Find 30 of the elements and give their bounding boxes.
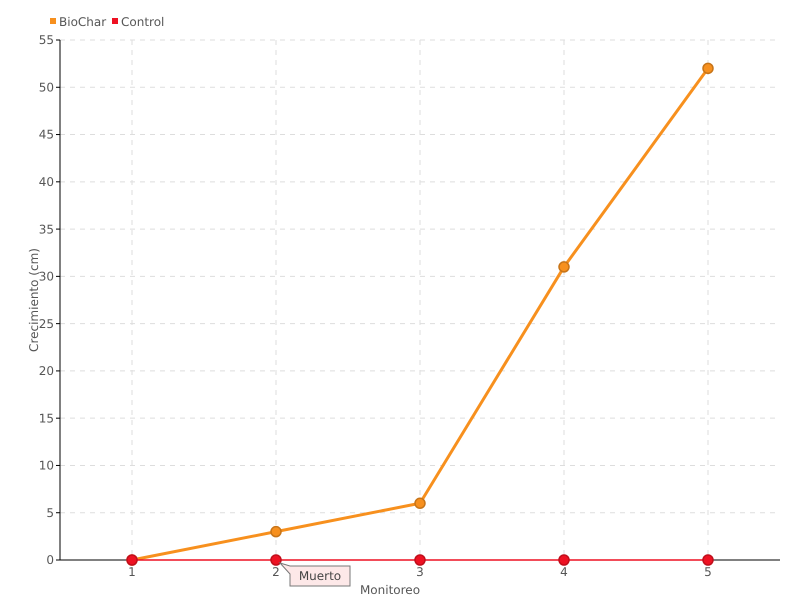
point bbox=[702, 554, 714, 566]
y-tick-label: 45 bbox=[38, 128, 54, 142]
legend-label: Control bbox=[121, 15, 164, 29]
y-axis-title: Crecimiento (cm) bbox=[27, 248, 41, 352]
point bbox=[558, 261, 570, 273]
y-tick-label: 40 bbox=[38, 175, 54, 190]
y-tick-label: 15 bbox=[38, 411, 54, 426]
annotation: Muerto bbox=[298, 569, 342, 583]
legend-label: BioChar bbox=[59, 15, 106, 29]
y-tick-label: 35 bbox=[38, 222, 54, 236]
point bbox=[270, 554, 282, 566]
x-tick-label: 3 bbox=[416, 565, 424, 579]
y-tick-label: 30 bbox=[38, 270, 54, 284]
x-axis-title: Monitoreo bbox=[360, 583, 420, 597]
x-tick-label: 1 bbox=[128, 565, 136, 579]
y-tick-label: 20 bbox=[38, 364, 54, 378]
x-tick-label: 2 bbox=[272, 565, 280, 579]
y-tick-label: 10 bbox=[38, 458, 54, 473]
y-tick-label: 5 bbox=[46, 506, 54, 520]
y-tick-label: 50 bbox=[38, 80, 54, 94]
point bbox=[414, 498, 426, 510]
point bbox=[414, 554, 426, 566]
y-tick-label: 55 bbox=[38, 33, 54, 48]
point bbox=[702, 62, 714, 74]
point bbox=[270, 526, 282, 538]
x-tick-label: 4 bbox=[560, 565, 568, 579]
x-tick-label: 5 bbox=[704, 565, 712, 579]
y-tick-label: 0 bbox=[46, 553, 54, 568]
point bbox=[558, 554, 570, 566]
y-tick-label: 25 bbox=[38, 316, 54, 331]
